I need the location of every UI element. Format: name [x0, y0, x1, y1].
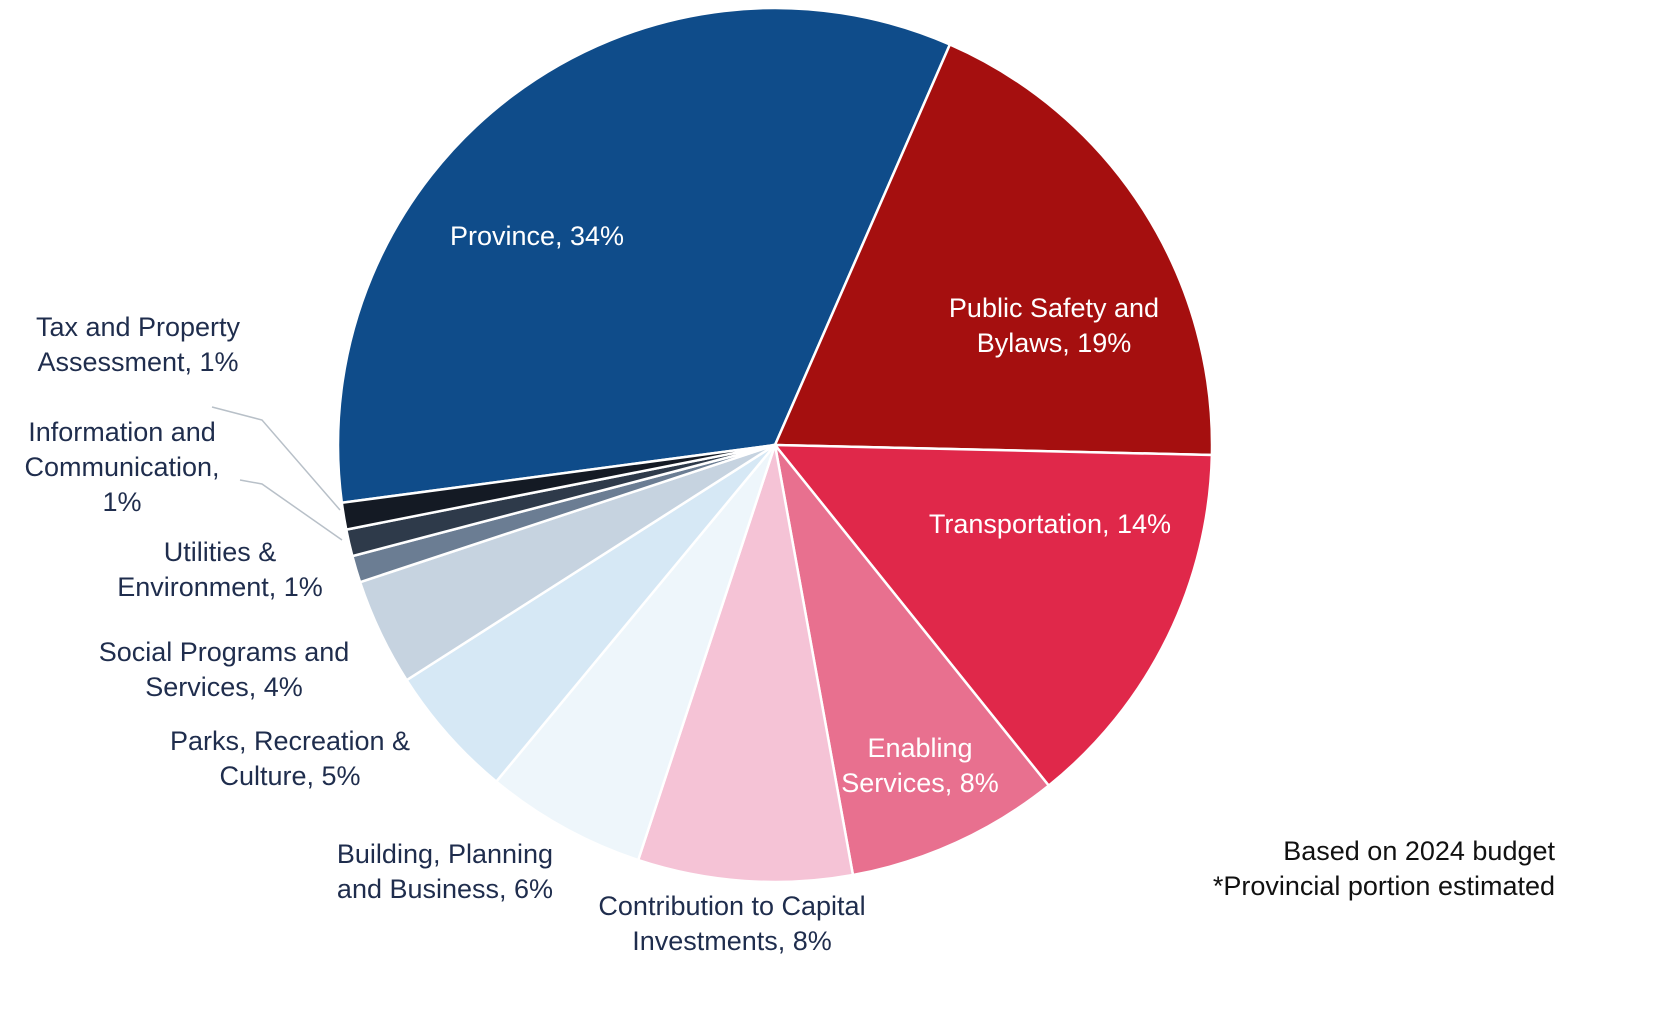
pie-slice — [336, 6, 952, 505]
pie-slice — [494, 444, 777, 862]
pie-slice — [772, 443, 1214, 788]
annotation: Based on 2024 budget — [1283, 836, 1555, 866]
data-label: Enabling — [867, 733, 972, 763]
data-label: Transportation, 14% — [929, 509, 1171, 539]
pie-slice — [773, 42, 1214, 457]
data-label: Culture, 5% — [219, 761, 360, 791]
data-label: Investments, 8% — [632, 926, 832, 956]
pie-slice — [340, 443, 776, 532]
pie-slice — [773, 444, 1051, 877]
data-label: 1% — [102, 487, 141, 517]
data-label: Communication, — [24, 452, 219, 482]
data-label: Environment, 1% — [117, 572, 323, 602]
data-label: Services, 4% — [145, 672, 303, 702]
data-label: Contribution to Capital — [598, 891, 865, 921]
data-label: Public Safety and — [949, 293, 1159, 323]
data-label: Province, 34% — [450, 221, 624, 251]
data-label: Social Programs and — [99, 637, 350, 667]
pie-slice — [636, 444, 855, 884]
data-label: Parks, Recreation & — [170, 726, 410, 756]
data-label: Utilities & — [164, 537, 277, 567]
data-label: Building, Planning — [337, 839, 553, 869]
pie — [336, 6, 1214, 884]
data-label: Assessment, 1% — [37, 347, 238, 377]
data-label: Bylaws, 19% — [977, 328, 1132, 358]
leader-line — [211, 406, 341, 511]
leader-line — [239, 479, 343, 541]
data-label: Services, 8% — [841, 768, 999, 798]
data-label: Tax and Property — [36, 312, 241, 342]
annotation: *Provincial portion estimated — [1213, 871, 1555, 901]
data-label: and Business, 6% — [337, 874, 553, 904]
data-label: Information and — [28, 417, 216, 447]
